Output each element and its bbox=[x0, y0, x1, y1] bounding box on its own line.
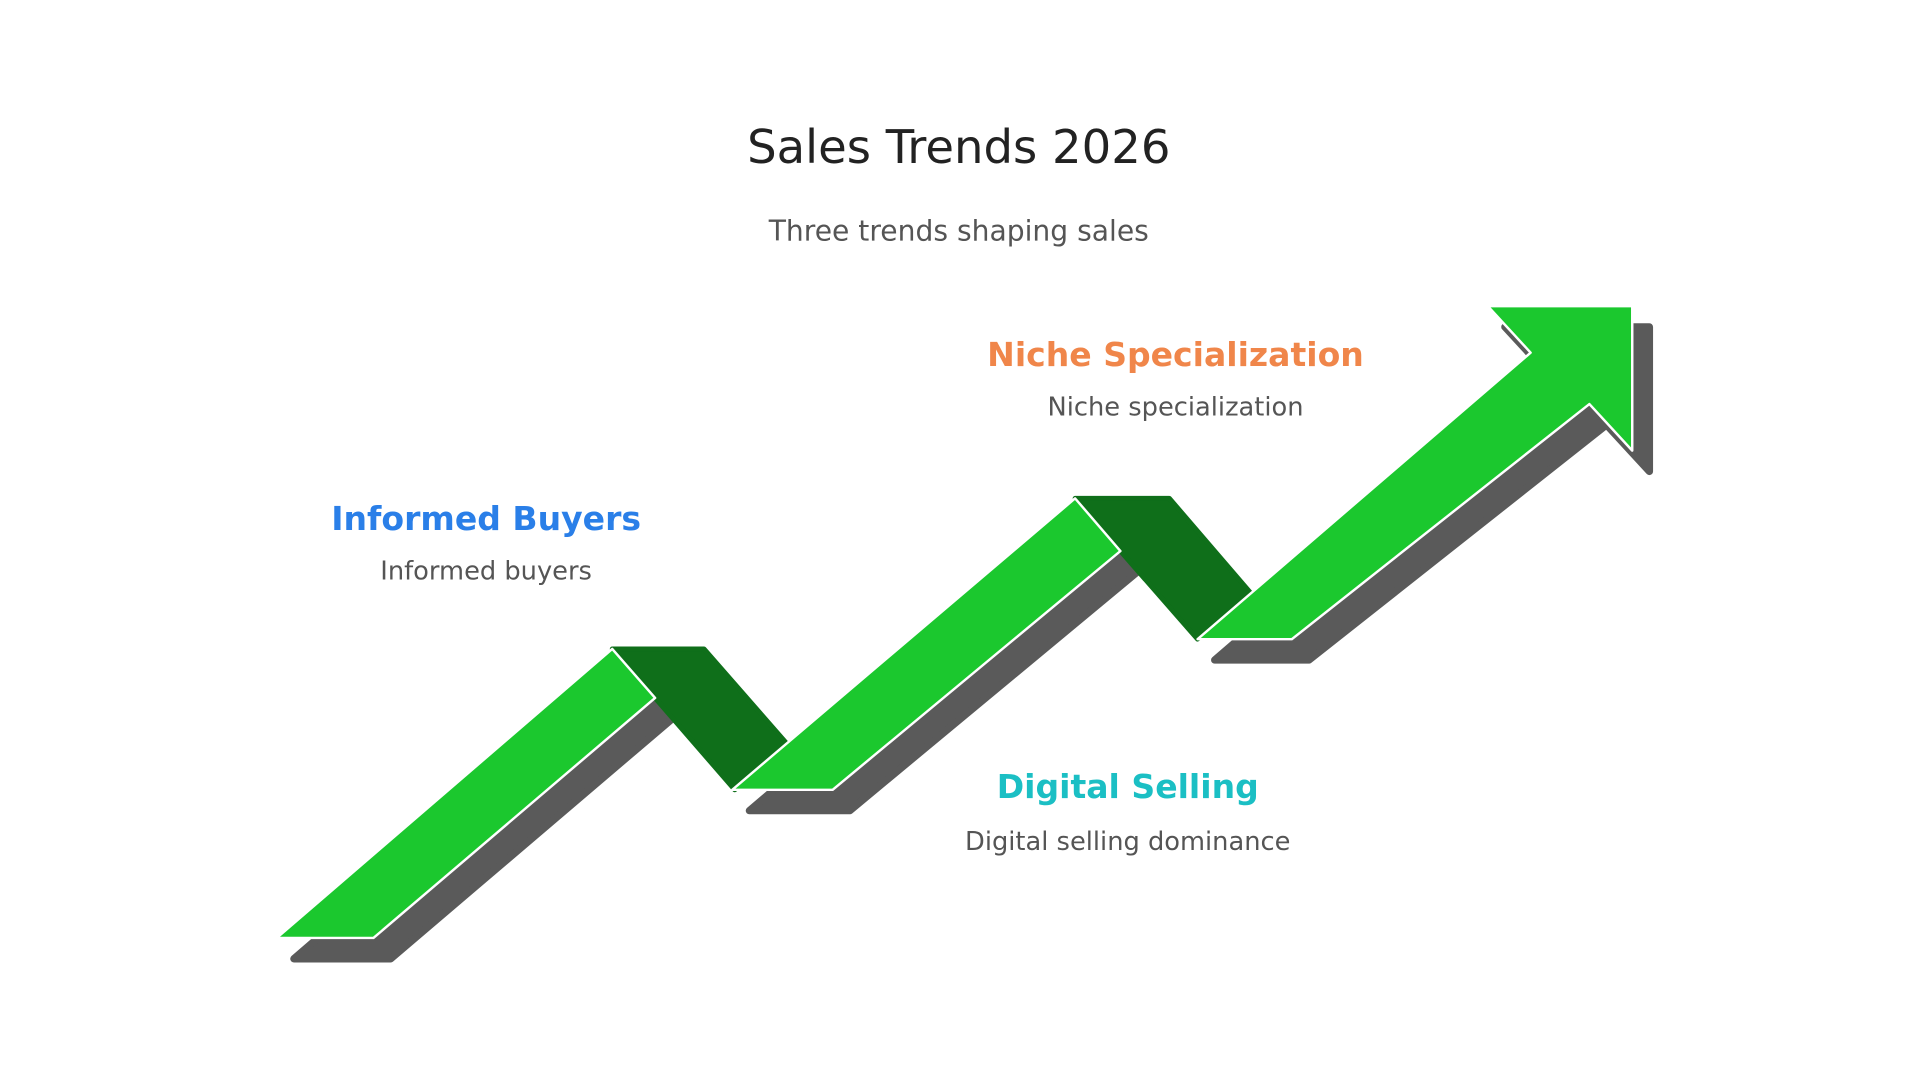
arrow-segment bbox=[275, 647, 657, 940]
trend-description: Informed buyers bbox=[380, 556, 592, 586]
trend-description: Niche specialization bbox=[1047, 392, 1303, 422]
title: Sales Trends 2026 bbox=[747, 120, 1170, 174]
subtitle: Three trends shaping sales bbox=[768, 215, 1149, 248]
trend-heading: Digital Selling bbox=[997, 767, 1259, 806]
trend-description: Digital selling dominance bbox=[965, 827, 1290, 857]
trend-heading: Informed Buyers bbox=[331, 499, 641, 538]
arrow-head bbox=[1196, 304, 1634, 641]
arrow-segment bbox=[731, 497, 1122, 792]
arrow bbox=[275, 304, 1634, 940]
trend-heading: Niche Specialization bbox=[987, 335, 1364, 374]
